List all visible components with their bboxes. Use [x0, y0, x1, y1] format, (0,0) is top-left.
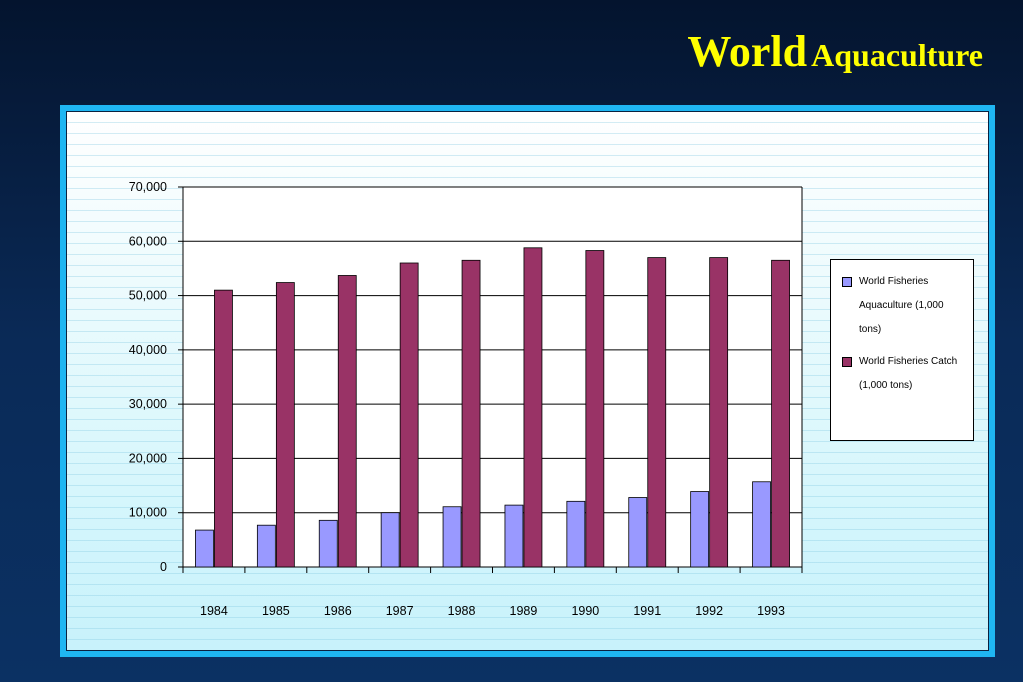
legend-swatch-catch: [842, 357, 852, 367]
legend-item-catch: World Fisheries Catch (1,000 tons): [839, 350, 967, 398]
legend: World Fisheries Aquaculture (1,000 tons)…: [830, 259, 974, 441]
y-tick-label: 20,000: [129, 451, 167, 465]
bar-aquaculture: [628, 497, 648, 568]
legend-swatch-aquaculture: [842, 277, 852, 287]
bar-catch: [399, 262, 419, 568]
bar-aquaculture: [504, 504, 524, 568]
bar-aquaculture: [442, 506, 462, 568]
bar-catch: [523, 247, 543, 568]
bar-catch: [275, 282, 295, 568]
bar-catch: [585, 250, 605, 568]
x-tick-label: 1992: [695, 604, 723, 618]
y-tick-label: 60,000: [129, 234, 167, 248]
x-tick-label: 1989: [510, 604, 538, 618]
bar-aquaculture: [566, 500, 586, 568]
bar-catch: [709, 257, 729, 568]
bar-aquaculture: [195, 529, 214, 568]
y-tick-label: 30,000: [129, 397, 167, 411]
bar-chart: 0 10,000 20,000 30,000 40,000 50,000 60,000 70,…: [129, 180, 803, 618]
legend-label-aquaculture: World Fisheries Aquaculture (1,000 tons): [859, 276, 944, 335]
y-tick-label: 10,000: [129, 506, 167, 520]
bar-aquaculture: [380, 512, 400, 568]
bar-aquaculture: [690, 491, 710, 568]
x-tick-label: 1991: [633, 604, 661, 618]
y-tick-label: 50,000: [129, 289, 167, 303]
chart-area: 0 10,000 20,000 30,000 40,000 50,000 60,000 70,…: [66, 111, 989, 651]
bar-catch: [214, 289, 233, 568]
bar-catch: [461, 259, 481, 568]
y-tick-label: 0: [160, 560, 167, 574]
x-tick-label: 1986: [324, 604, 352, 618]
title-part-1: World: [687, 27, 808, 76]
bar-aquaculture: [256, 524, 276, 568]
x-tick-label: 1993: [757, 604, 785, 618]
bar-catch: [337, 275, 357, 568]
y-tick-label: 70,000: [129, 180, 167, 194]
legend-item-aquaculture: World Fisheries Aquaculture (1,000 tons): [839, 270, 967, 342]
x-tick-label: 1990: [571, 604, 599, 618]
plot-area: [183, 187, 802, 567]
bar-aquaculture: [752, 481, 771, 568]
bar-catch: [647, 257, 667, 568]
title-part-2: Aquaculture: [811, 37, 983, 73]
bar-aquaculture: [318, 519, 338, 568]
chart-frame: 0 10,000 20,000 30,000 40,000 50,000 60,000 70,…: [60, 105, 995, 657]
bar-catch: [771, 259, 790, 568]
x-tick-label: 1984: [200, 604, 228, 618]
x-tick-label: 1988: [448, 604, 476, 618]
legend-label-catch: World Fisheries Catch (1,000 tons): [859, 356, 958, 391]
x-tick-label: 1985: [262, 604, 290, 618]
x-tick-label: 1987: [386, 604, 414, 618]
slide-title: World Aquaculture: [687, 30, 983, 74]
y-tick-label: 40,000: [129, 343, 167, 357]
